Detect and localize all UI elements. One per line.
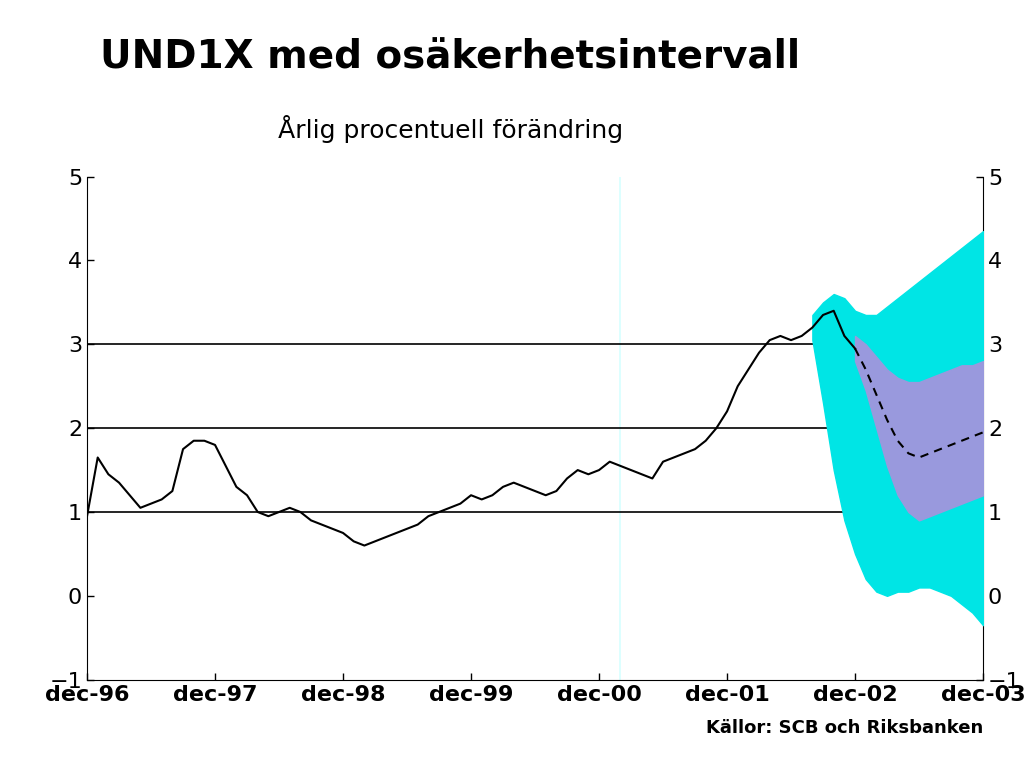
- Text: Årlig procentuell förändring: Årlig procentuell förändring: [278, 114, 624, 143]
- Text: Källor: SCB och Riksbanken: Källor: SCB och Riksbanken: [706, 720, 983, 737]
- Text: UND1X med osäkerhetsintervall: UND1X med osäkerhetsintervall: [100, 39, 801, 77]
